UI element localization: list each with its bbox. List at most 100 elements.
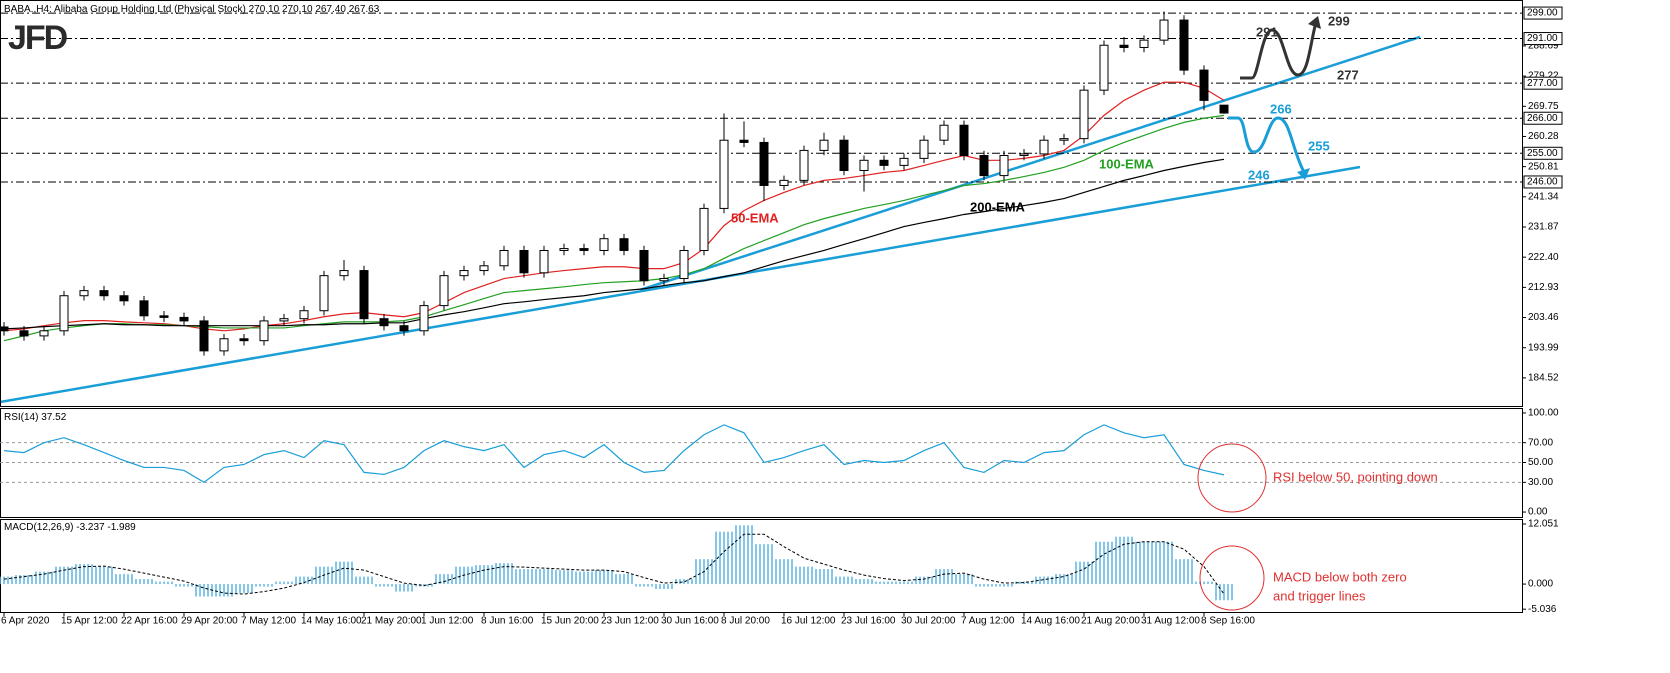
candle-body (839, 139, 849, 171)
y-tick-label: 193.99 (1528, 342, 1559, 353)
candle-body (699, 207, 709, 251)
candle-body (1199, 69, 1209, 101)
candle-body (1039, 139, 1049, 155)
level-label-box (1523, 175, 1563, 189)
ohlc-value: 267.63 (349, 4, 380, 15)
candle-body (579, 248, 589, 251)
y-tick-label: 212.93 (1528, 282, 1559, 293)
level-label: 246.00 (1527, 177, 1558, 188)
candle-body (1119, 44, 1129, 48)
bull-scenario-path (1240, 21, 1318, 80)
level-label-box (1523, 111, 1563, 125)
candle-body (599, 238, 609, 251)
candle-body (879, 159, 889, 166)
instrument: BABA.,H4: Alibaba Group Holding Ltd (Phy… (4, 4, 246, 15)
candle-body (379, 318, 389, 327)
y-tick-label: 269.75 (1528, 101, 1559, 112)
scenario-level: 277 (1337, 67, 1359, 82)
indicator-name: RSI(14) (4, 412, 38, 423)
indicator-name: MACD(12,26,9) (4, 522, 73, 533)
candle-body (1019, 153, 1029, 157)
ema-label: 50-EMA (731, 210, 779, 225)
candle-body (99, 290, 109, 297)
ohlc-value: 267.40 (315, 4, 346, 15)
indicator-title: MACD(12,26,9) -3.237 -1.989 (4, 522, 136, 533)
level-label: 277.00 (1527, 78, 1558, 89)
x-tick-label: 6 Apr 2020 (1, 616, 50, 627)
candle-body (659, 278, 669, 282)
candle-body (519, 249, 529, 274)
candle-body (759, 141, 769, 186)
x-tick-label: 29 Apr 20:00 (181, 616, 238, 627)
scenario-level: 255 (1308, 138, 1330, 153)
candle-body (939, 124, 949, 141)
candle-body (159, 315, 169, 318)
candle-body (0, 326, 9, 332)
candle-body (1179, 19, 1189, 71)
x-tick-label: 14 May 16:00 (301, 616, 362, 627)
chart-title: BABA.,H4: Alibaba Group Holding Ltd (Phy… (4, 4, 380, 15)
candle-body (619, 238, 629, 251)
bear-scenario-path (1228, 116, 1306, 173)
candle-body (59, 295, 69, 332)
candle-body (959, 124, 969, 157)
y-tick-label: 241.34 (1528, 191, 1559, 202)
candle-body (399, 325, 409, 332)
upper-trendline (639, 35, 1421, 292)
y-tick-label: 30.00 (1528, 477, 1553, 488)
candle-body (339, 270, 349, 277)
level-label-box (1523, 146, 1563, 160)
x-tick-label: 8 Sep 16:00 (1201, 616, 1255, 627)
candle-body (859, 159, 869, 171)
candle-body (1099, 44, 1109, 91)
x-tick-label: 30 Jul 20:00 (901, 616, 956, 627)
candle-body (739, 139, 749, 143)
y-tick-label: -5.036 (1528, 604, 1557, 615)
candle-body (639, 249, 649, 282)
panel-frame (0, 0, 1523, 407)
level-label-box (1523, 32, 1563, 46)
y-tick-label: 12.051 (1528, 519, 1559, 530)
candle-body (819, 139, 829, 151)
level-label: 291.00 (1527, 33, 1558, 44)
y-tick-label: 279.22 (1528, 71, 1559, 82)
candle-body (999, 155, 1009, 177)
level-label-box (1523, 76, 1563, 90)
candle-body (719, 139, 729, 209)
candle-body (179, 316, 189, 322)
trendlines (0, 35, 1421, 404)
macd-note: and trigger lines (1273, 588, 1366, 603)
x-tick-label: 15 Jun 20:00 (541, 616, 599, 627)
rsi-line (3, 424, 1225, 484)
x-tick-label: 1 Jun 12:00 (421, 616, 474, 627)
y-tick-label: 100.00 (1528, 408, 1559, 419)
rsi-highlight (1197, 443, 1267, 513)
candle-body (1059, 138, 1069, 141)
scenario-level: 266 (1270, 101, 1292, 116)
y-tick-label: 288.69 (1528, 41, 1559, 52)
support-trendline (0, 165, 1361, 404)
indicator-value: 37.52 (41, 412, 66, 423)
candle-body (919, 139, 929, 159)
candle-body (439, 275, 449, 307)
candle-body (559, 248, 569, 251)
ema-label: 100-EMA (1099, 156, 1155, 171)
y-tick-label: 70.00 (1528, 437, 1553, 448)
y-tick-label: 250.81 (1528, 161, 1559, 172)
y-tick-label: 0.00 (1528, 507, 1548, 518)
candle-body (299, 310, 309, 320)
candle-body (799, 149, 809, 181)
x-tick-label: 30 Jun 16:00 (661, 616, 719, 627)
x-tick-label: 15 Apr 12:00 (61, 616, 118, 627)
candle-body (219, 338, 229, 352)
x-tick-label: 14 Aug 16:00 (1021, 616, 1080, 627)
x-tick-label: 23 Jun 12:00 (601, 616, 659, 627)
candle-body (479, 265, 489, 272)
x-tick-label: 31 Aug 12:00 (1141, 616, 1200, 627)
candle-body (359, 270, 369, 320)
y-tick-label: 184.52 (1528, 373, 1559, 384)
level-label: 299.00 (1527, 8, 1558, 19)
